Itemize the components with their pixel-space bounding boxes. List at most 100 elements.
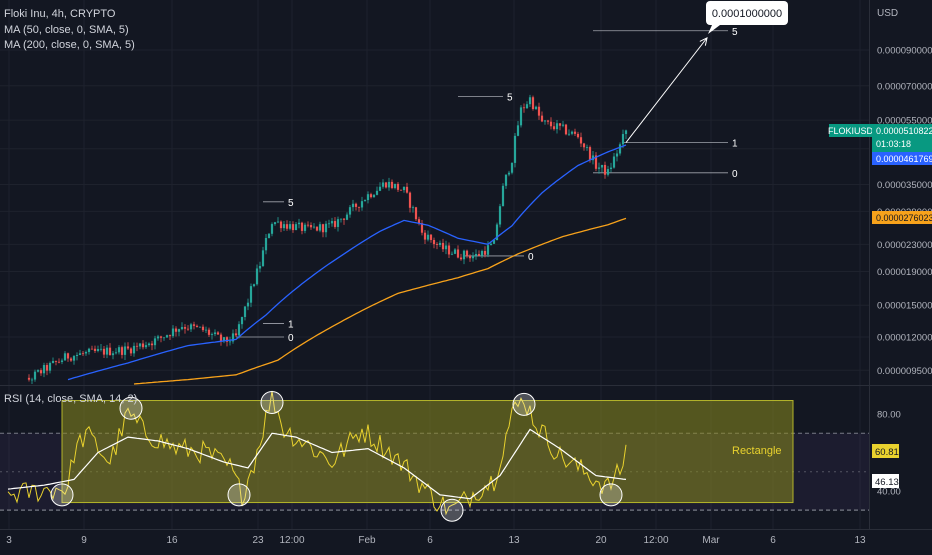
rsi-highlight-circle[interactable]: [227, 483, 251, 507]
candle-body: [33, 371, 37, 380]
time-axis[interactable]: 3 9 16 23 12:00 Feb 6 13 20 12:00 Mar 6 13: [6, 535, 866, 546]
candle-body: [54, 360, 58, 362]
candle-body: [246, 302, 250, 307]
time-axis-label: 16: [166, 535, 178, 546]
time-axis-label: 12:00: [643, 535, 668, 546]
rsi-line[interactable]: [7, 390, 627, 516]
candle-body: [273, 222, 277, 225]
candle-body: [516, 125, 520, 136]
rsi-circles: [50, 390, 623, 522]
candle-body: [621, 134, 625, 145]
time-axis-label: Mar: [702, 535, 720, 546]
price-axis-label: 0.0000095000: [877, 366, 932, 377]
candle-body: [603, 164, 607, 175]
candle-body: [87, 348, 91, 352]
legend-rsi[interactable]: RSI (14, close, SMA, 14, 2): [4, 393, 137, 405]
rsi-highlight-circle[interactable]: [599, 483, 623, 507]
candle-body: [459, 257, 463, 260]
rsi-rectangle[interactable]: [61, 400, 794, 504]
time-axis-label: 6: [770, 535, 776, 546]
candle-body: [540, 115, 544, 122]
ma50-layer: [67, 144, 627, 381]
candle-body: [30, 379, 34, 381]
candle-body: [543, 120, 547, 122]
last-price-tag-box: [872, 124, 932, 152]
arrow-shaft[interactable]: [625, 37, 708, 143]
time-axis-label: 3: [6, 535, 12, 546]
candle-body: [522, 107, 526, 109]
rsi-highlight-circle[interactable]: [440, 498, 464, 522]
candle-body: [369, 194, 373, 198]
candle-body: [441, 242, 445, 250]
projection-arrow[interactable]: [625, 36, 708, 143]
candle-body: [93, 348, 97, 352]
countdown-tag: 01:03:18: [876, 139, 911, 149]
candle-body: [36, 370, 40, 372]
candle-body: [483, 250, 487, 255]
candle-body: [300, 222, 304, 231]
candle-body: [528, 97, 532, 105]
legend-ma200[interactable]: MA (200, close, 0, SMA, 5): [4, 39, 135, 51]
candle-body: [132, 345, 136, 354]
time-axis-label: 9: [81, 535, 87, 546]
candle-body: [111, 353, 115, 356]
candle-body: [393, 183, 397, 189]
candle-body: [462, 250, 466, 260]
fib-level-label: 5: [507, 92, 513, 103]
candle-body: [216, 332, 220, 335]
rsi-ma-line[interactable]: [7, 428, 627, 500]
candle-body: [333, 221, 337, 227]
fib-level-label: 0: [288, 333, 294, 344]
candle-body: [519, 107, 523, 126]
fib-level-label: 0: [732, 169, 738, 180]
candle-body: [96, 349, 100, 352]
candle-body: [45, 365, 49, 371]
rsi-layer: [7, 390, 627, 516]
candle-body: [60, 360, 64, 362]
candle-body: [597, 167, 601, 169]
candle-body: [222, 337, 226, 342]
time-axis-label: 6: [427, 535, 433, 546]
candle-body: [303, 224, 307, 231]
candle-body: [264, 238, 268, 251]
candle-body: [408, 192, 412, 208]
candles: [27, 94, 628, 384]
candle-body: [357, 206, 361, 208]
candle-body: [171, 328, 175, 337]
candle-body: [147, 343, 151, 346]
candle-body: [567, 133, 571, 135]
candle-body: [150, 343, 154, 346]
candle-body: [189, 324, 193, 330]
candle-body: [594, 155, 598, 169]
fib-level-label: 1: [732, 139, 738, 150]
rsi-highlight-circle[interactable]: [512, 392, 536, 416]
candle-body: [501, 185, 505, 207]
legend-title[interactable]: Floki Inu, 4h, CRYPTO: [4, 8, 116, 20]
legend-ma50[interactable]: MA (50, close, 0, SMA, 5): [4, 24, 129, 36]
candle-body: [417, 219, 421, 224]
candle-body: [414, 207, 418, 220]
candle-body: [276, 221, 280, 223]
candle-body: [297, 222, 301, 225]
candle-body: [492, 240, 496, 244]
rectangle-label[interactable]: Rectangle: [732, 445, 782, 457]
currency-label: USD: [877, 8, 898, 19]
candle-body: [234, 333, 238, 336]
candle-body: [411, 207, 415, 209]
candle-body: [201, 326, 205, 331]
rsi-highlight-circle[interactable]: [260, 390, 284, 414]
rsi-highlight-circle[interactable]: [50, 483, 74, 507]
candle-body: [42, 365, 46, 374]
rsi-highlight-circle[interactable]: [119, 396, 143, 420]
candle-body: [399, 189, 403, 191]
candle-body: [525, 104, 529, 109]
price-callout[interactable]: 0.0001000000: [706, 1, 788, 34]
candle-body: [510, 162, 514, 173]
candle-body: [210, 334, 214, 335]
arrow-head: [699, 36, 708, 46]
ma200-line[interactable]: [133, 217, 627, 385]
candle-body: [486, 245, 490, 255]
ma50-line[interactable]: [67, 144, 627, 381]
rsi-tag: 60.81: [875, 447, 899, 458]
